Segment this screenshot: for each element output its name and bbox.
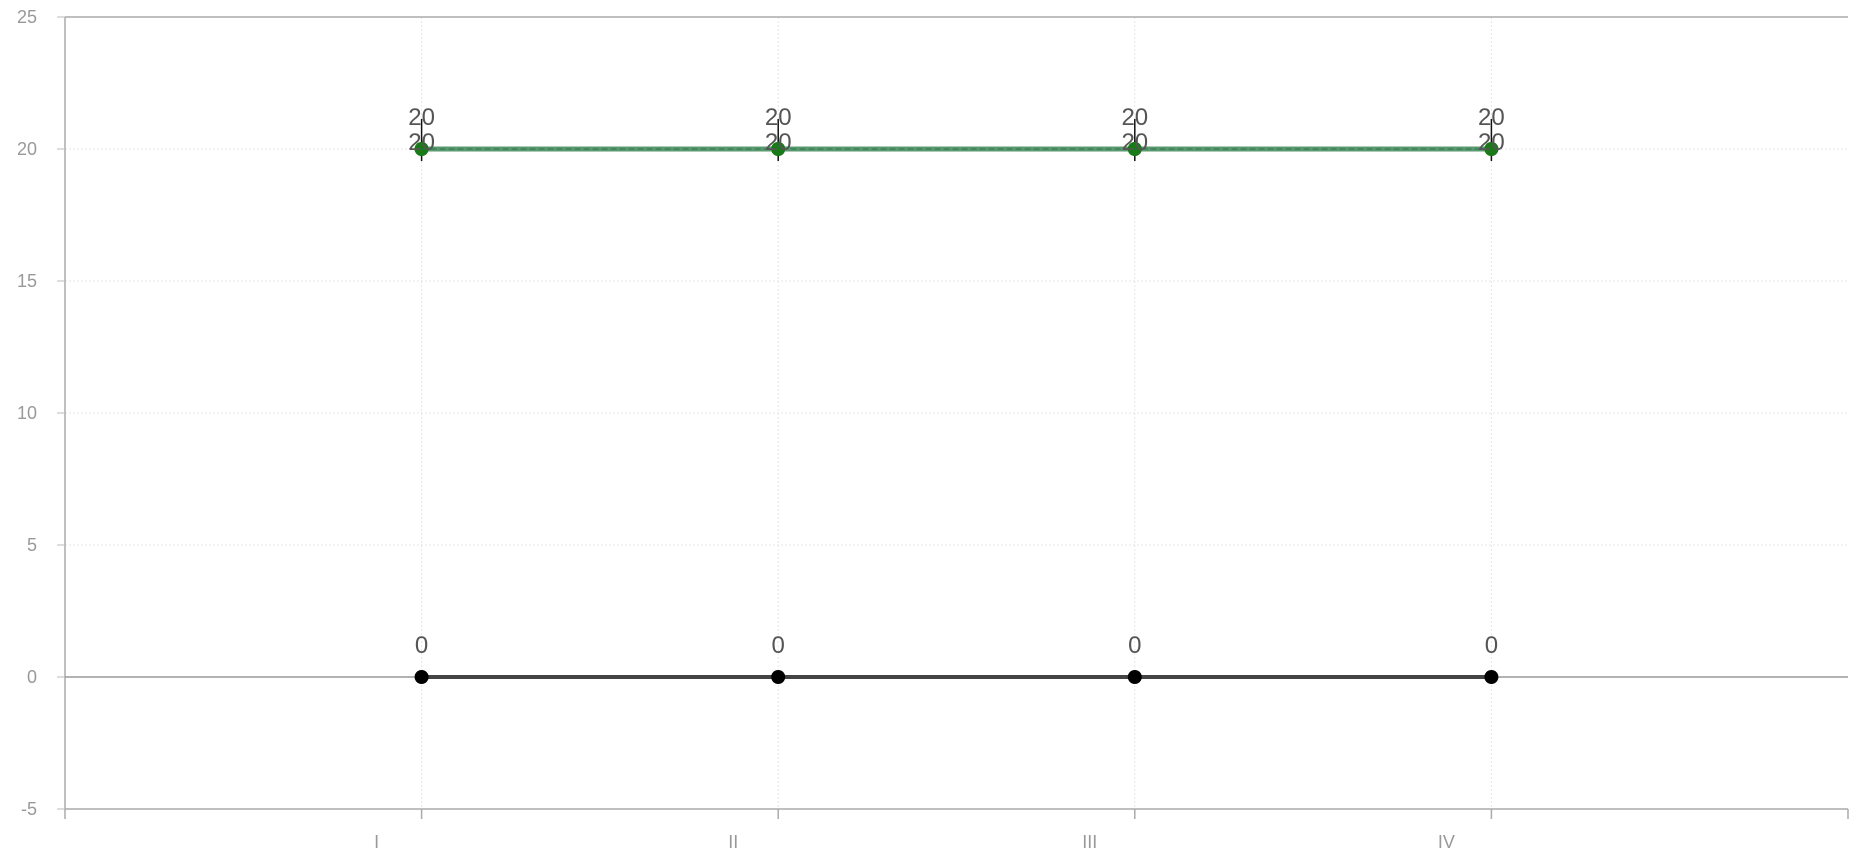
y-tick-label: 25 — [17, 7, 37, 27]
data-label: 20 — [1121, 104, 1148, 131]
grid-lines — [65, 17, 1848, 809]
data-point — [771, 670, 786, 684]
data-label: 20 — [1121, 129, 1148, 156]
data-label: 20 — [1478, 104, 1505, 131]
x-tick-label: II — [728, 832, 738, 852]
y-axis-ticks: -5 0 5 10 15 20 25 — [17, 7, 65, 819]
data-label: 20 — [408, 104, 435, 131]
y-tick-label: 0 — [27, 667, 37, 687]
data-label: 0 — [1128, 632, 1141, 659]
data-point — [1127, 142, 1142, 156]
x-tick-label: III — [1082, 832, 1097, 852]
x-tick-label: I — [374, 832, 379, 852]
data-label: 20 — [1478, 129, 1505, 156]
data-point — [771, 142, 786, 156]
data-label: 20 — [765, 129, 792, 156]
data-label: 0 — [772, 632, 785, 659]
x-tick-label: IV — [1438, 832, 1455, 852]
data-point — [1484, 142, 1499, 156]
axes — [64, 16, 1848, 810]
data-point — [414, 142, 429, 156]
y-tick-label: 5 — [27, 535, 37, 555]
data-label: 20 — [408, 129, 435, 156]
data-point — [1127, 670, 1142, 684]
data-label: 0 — [1485, 632, 1498, 659]
y-tick-label: -5 — [21, 799, 37, 819]
data-label: 20 — [765, 104, 792, 131]
data-point — [414, 670, 429, 684]
y-tick-label: 20 — [17, 139, 37, 159]
series — [414, 119, 1499, 684]
y-tick-label: 10 — [17, 403, 37, 423]
y-tick-label: 15 — [17, 271, 37, 291]
data-point — [1484, 670, 1499, 684]
x-axis-ticks: I II III IV — [64, 809, 1849, 852]
data-label: 0 — [415, 632, 428, 659]
